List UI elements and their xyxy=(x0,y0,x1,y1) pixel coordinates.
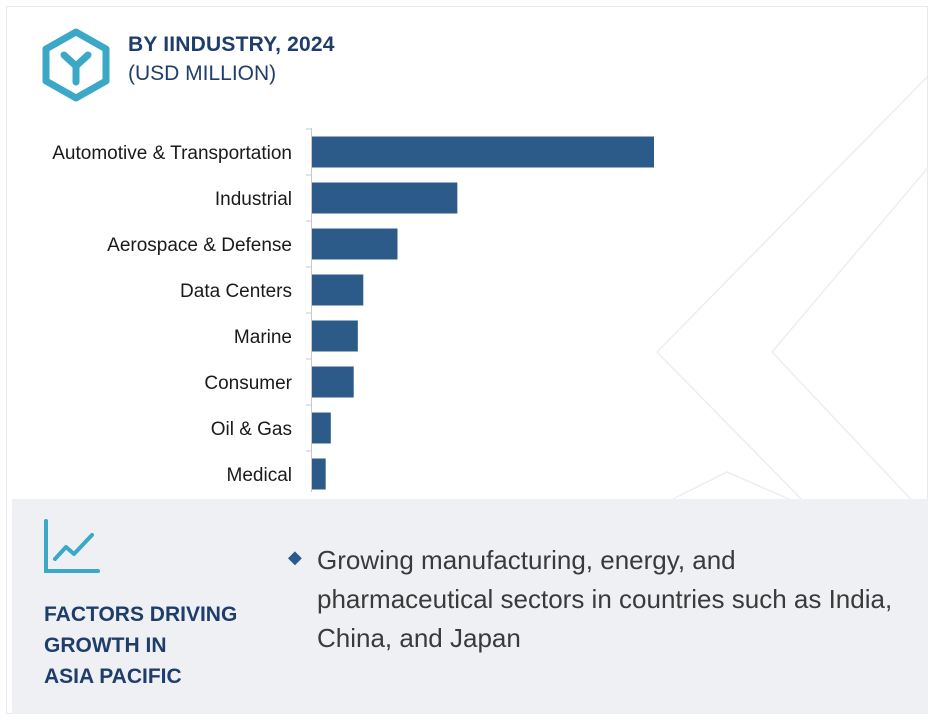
category-label-marine: Marine xyxy=(234,327,292,348)
factors-heading-line-2: GROWTH IN xyxy=(44,634,167,657)
bar-industrial xyxy=(312,182,458,214)
category-label-industrial: Industrial xyxy=(215,189,292,210)
hexagon-y-icon xyxy=(42,28,110,102)
diamond-bullet-icon: ◆ xyxy=(288,547,302,567)
factors-heading-line-1: FACTORS DRIVING xyxy=(44,603,238,626)
factors-heading: FACTORS DRIVING GROWTH IN ASIA PACIFIC xyxy=(44,599,274,692)
bars xyxy=(312,136,654,490)
chart-subtitle: (USD MILLION) xyxy=(128,62,277,85)
bar-data-centers xyxy=(312,274,364,306)
category-label-automotive-transportation: Automotive & Transportation xyxy=(52,143,292,164)
bar-oil-gas xyxy=(312,412,331,444)
line-chart-icon xyxy=(44,519,100,573)
bar-medical xyxy=(312,458,326,490)
category-label-medical: Medical xyxy=(227,465,292,486)
chart-title: BY IINDUSTRY, 2024 xyxy=(128,33,335,56)
bar-automotive-transportation xyxy=(312,136,654,168)
bar-consumer xyxy=(312,366,354,398)
bar-aerospace-defense xyxy=(312,228,398,260)
bar-marine xyxy=(312,320,358,352)
axis-ticks xyxy=(306,128,312,452)
category-label-oil-gas: Oil & Gas xyxy=(211,419,292,440)
category-label-data-centers: Data Centers xyxy=(180,281,292,302)
factors-heading-line-3: ASIA PACIFIC xyxy=(44,665,182,688)
growth-factors-panel: FACTORS DRIVING GROWTH IN ASIA PACIFIC ◆… xyxy=(12,499,928,714)
category-label-consumer: Consumer xyxy=(204,373,292,394)
category-label-aerospace-defense: Aerospace & Defense xyxy=(107,235,292,256)
category-labels: Automotive & Transportation Industrial Aer… xyxy=(52,143,292,486)
industry-bar-chart: Automotive & Transportation Industrial Aer… xyxy=(52,128,654,492)
growth-driver-text: Growing manufacturing, energy, and pharm… xyxy=(317,545,893,653)
